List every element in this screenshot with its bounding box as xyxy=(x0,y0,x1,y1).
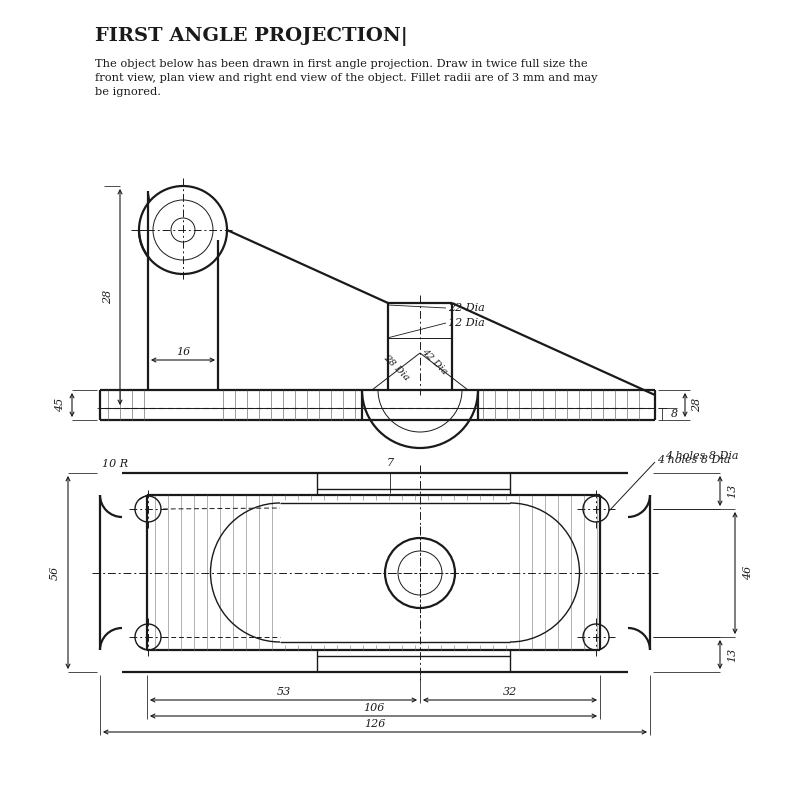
Text: 126: 126 xyxy=(364,719,386,729)
Text: 4 holes 8 Dia: 4 holes 8 Dia xyxy=(665,451,738,461)
Text: 13: 13 xyxy=(727,647,737,661)
Text: 16: 16 xyxy=(176,347,190,357)
Text: 28: 28 xyxy=(692,398,702,412)
Text: 53: 53 xyxy=(276,687,290,697)
Text: 106: 106 xyxy=(363,703,384,713)
Text: 8: 8 xyxy=(671,409,678,419)
Text: 28: 28 xyxy=(103,290,113,304)
Text: 45: 45 xyxy=(55,398,65,412)
Text: 7: 7 xyxy=(386,458,394,468)
Text: 32: 32 xyxy=(503,687,517,697)
Text: 22 Dia: 22 Dia xyxy=(448,303,485,313)
Text: be ignored.: be ignored. xyxy=(95,87,161,97)
Text: 42 Dia: 42 Dia xyxy=(419,347,449,377)
Text: 4 holes 8 Dia: 4 holes 8 Dia xyxy=(657,455,730,465)
Text: FIRST ANGLE PROJECTION|: FIRST ANGLE PROJECTION| xyxy=(95,26,408,45)
Text: The object below has been drawn in first angle projection. Draw in twice full si: The object below has been drawn in first… xyxy=(95,59,588,69)
Text: 12 Dia: 12 Dia xyxy=(448,318,485,328)
Text: 46: 46 xyxy=(743,566,753,580)
Text: 13: 13 xyxy=(727,484,737,498)
Text: front view, plan view and right end view of the object. Fillet radii are of 3 mm: front view, plan view and right end view… xyxy=(95,73,597,83)
Text: 10 R: 10 R xyxy=(102,459,128,469)
Text: 28 Dia: 28 Dia xyxy=(382,353,411,383)
Text: 56: 56 xyxy=(50,566,60,580)
